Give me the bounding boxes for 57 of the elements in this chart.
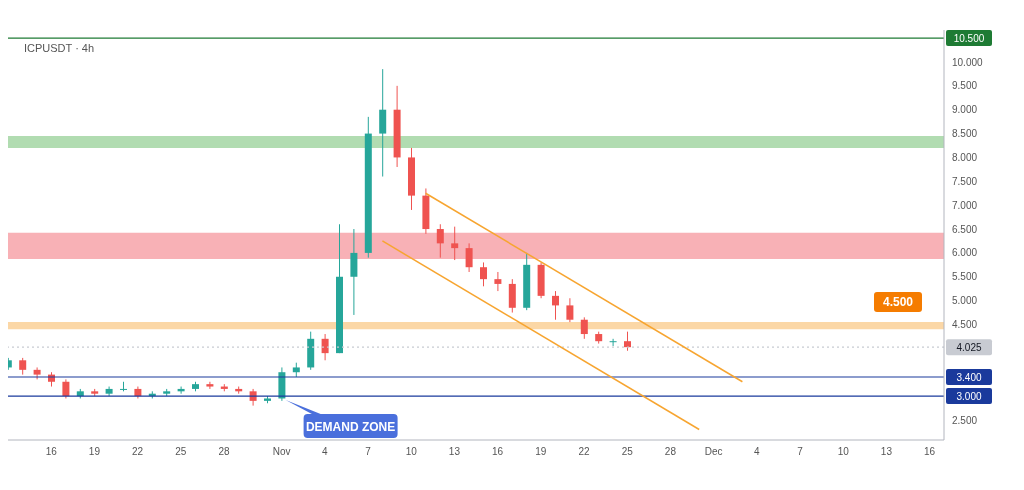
y-tick-label: 8.000 <box>952 151 978 163</box>
y-tick-label: 8.500 <box>952 128 978 140</box>
y-tick-label: 9.500 <box>952 80 978 92</box>
y-tick-label: 10.000 <box>952 56 984 68</box>
candlestick <box>350 228 358 316</box>
candlestick <box>206 381 214 390</box>
y-tick-label: 5.500 <box>952 271 978 283</box>
y-tick-label: 4.500 <box>952 319 978 331</box>
candlestick <box>566 297 574 323</box>
ref-line-label: 10.500 <box>953 33 985 45</box>
x-tick-label: 4 <box>754 446 761 458</box>
x-tick-label: 7 <box>797 446 804 458</box>
candlestick <box>379 68 387 178</box>
x-tick-label: 19 <box>88 446 101 458</box>
text: ICPUSDT · 4h <box>22 42 97 54</box>
x-tick-label: Dec <box>704 446 723 458</box>
ref-line-label: 3.400 <box>956 372 982 383</box>
candlestick <box>321 333 329 361</box>
y-tick-label: 9.000 <box>952 104 978 116</box>
x-tick-label: 13 <box>448 446 461 458</box>
candlestick <box>451 226 459 261</box>
band-label: 4.500 <box>882 295 914 310</box>
x-tick-label: 22 <box>132 446 144 458</box>
x-tick-label: 25 <box>621 446 634 458</box>
x-tick-label: 10 <box>837 446 850 458</box>
x-tick-label: 10 <box>405 446 418 458</box>
candlestick <box>494 271 502 292</box>
x-tick-label: 19 <box>535 446 547 458</box>
candlestick <box>62 378 70 399</box>
x-tick-label: 25 <box>175 446 187 458</box>
x-tick-label: 4 <box>322 446 329 458</box>
x-tick-label: Nov <box>272 446 291 458</box>
x-tick-label: 28 <box>218 446 230 458</box>
candlestick <box>480 261 487 287</box>
x-tick-label: 7 <box>365 446 372 458</box>
candlestick <box>580 316 588 340</box>
candlestick <box>508 278 516 314</box>
candlestick <box>552 290 559 321</box>
y-tick-label: 5.000 <box>952 295 978 307</box>
x-tick-label: 16 <box>45 446 58 458</box>
ref-line-label: 4.025 <box>956 342 982 354</box>
x-tick-label: 28 <box>664 446 677 458</box>
x-tick-label: 22 <box>578 446 590 458</box>
candlestick <box>436 223 444 259</box>
y-tick-label: 2.500 <box>952 414 978 426</box>
x-tick-label: 16 <box>924 446 936 458</box>
x-tick-label: 13 <box>880 446 893 458</box>
y-tick-label: 7.000 <box>952 199 978 211</box>
annotation: DEMAND ZONE <box>305 420 396 435</box>
x-tick-label: 16 <box>492 446 504 458</box>
y-tick-label: 7.500 <box>952 175 978 187</box>
candlestick <box>609 338 617 347</box>
y-tick-label: 6.000 <box>952 247 978 259</box>
y-tick-label: 6.500 <box>952 223 978 235</box>
ref-line-label: 3.000 <box>956 391 982 403</box>
candlestick <box>465 242 473 273</box>
candlestick <box>624 331 631 352</box>
